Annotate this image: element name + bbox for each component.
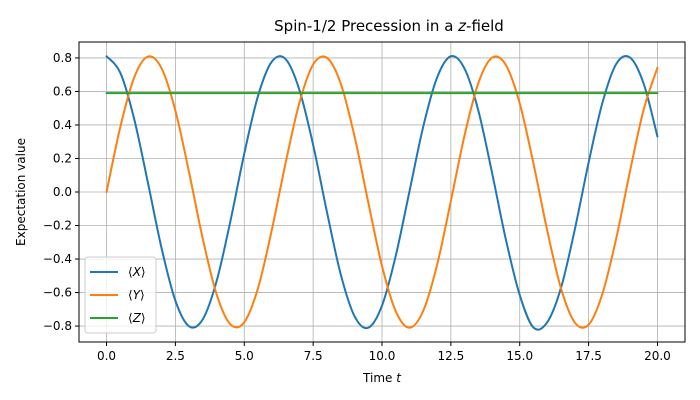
y-tick-label: 0.0 bbox=[53, 185, 72, 199]
series-line-x bbox=[105, 55, 659, 331]
y-tick-label: 0.2 bbox=[53, 151, 72, 165]
y-tick-label: 0.4 bbox=[53, 118, 72, 132]
y-tick-label: −0.2 bbox=[43, 219, 72, 233]
x-tick-label: 7.5 bbox=[304, 349, 323, 363]
series-line-y bbox=[105, 55, 659, 329]
legend: ⟨X⟩ ⟨Y⟩ ⟨Z⟩ bbox=[84, 256, 157, 334]
legend-entry-x: ⟨X⟩ bbox=[90, 265, 146, 279]
x-tick-label: 2.5 bbox=[166, 349, 185, 363]
series-layer bbox=[105, 55, 659, 331]
x-tick-label: 12.5 bbox=[438, 349, 465, 363]
chart-title: Spin-1/2 Precession in a z-field bbox=[274, 17, 504, 35]
x-tick-label: 0.0 bbox=[97, 349, 116, 363]
x-tick-label: 17.5 bbox=[575, 349, 602, 363]
x-axis: 0.0 2.5 5.0 7.5 10.0 12.5 15.0 17.5 20.0 bbox=[97, 342, 671, 363]
y-tick-label: −0.8 bbox=[43, 319, 72, 333]
x-axis-label: Time t bbox=[362, 371, 402, 385]
legend-entry-y: ⟨Y⟩ bbox=[90, 288, 145, 302]
legend-label-z: ⟨Z⟩ bbox=[128, 311, 146, 325]
legend-entry-z: ⟨Z⟩ bbox=[90, 311, 146, 325]
grid-lines bbox=[79, 42, 685, 342]
y-tick-label: 0.6 bbox=[53, 84, 72, 98]
x-tick-label: 20.0 bbox=[644, 349, 671, 363]
y-tick-label: −0.6 bbox=[43, 286, 72, 300]
legend-label-x: ⟨X⟩ bbox=[128, 265, 146, 279]
legend-box bbox=[84, 256, 157, 334]
x-tick-label: 5.0 bbox=[235, 349, 254, 363]
x-tick-label: 15.0 bbox=[506, 349, 533, 363]
y-axis-label: Expectation value bbox=[14, 138, 28, 246]
y-axis: −0.8 −0.6 −0.4 −0.2 0.0 0.2 0.4 0.6 0.8 bbox=[43, 51, 79, 333]
x-tick-label: 10.0 bbox=[369, 349, 396, 363]
legend-label-y: ⟨Y⟩ bbox=[128, 288, 145, 302]
y-tick-label: −0.4 bbox=[43, 252, 72, 266]
y-tick-label: 0.8 bbox=[53, 51, 72, 65]
